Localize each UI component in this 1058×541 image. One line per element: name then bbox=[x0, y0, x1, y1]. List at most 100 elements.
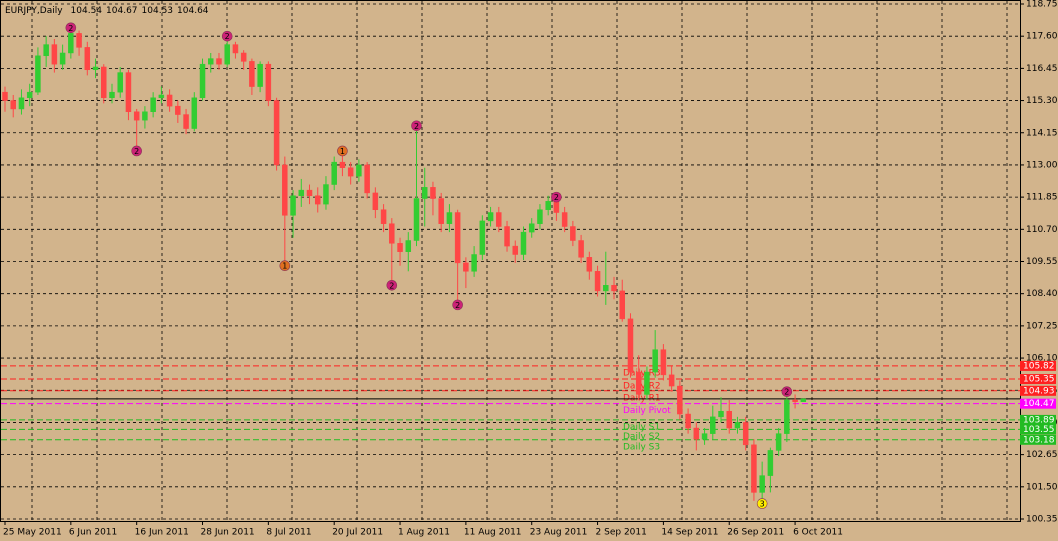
pivot-level-box bbox=[1020, 398, 1056, 409]
x-tick-label: 2 Sep 2011 bbox=[596, 528, 647, 538]
candle-body bbox=[726, 410, 732, 429]
last-low: 104.53 bbox=[142, 6, 174, 16]
candle-body bbox=[76, 33, 82, 48]
fractal-marker-label: 2 bbox=[414, 122, 419, 131]
x-tick-label: 8 Jul 2011 bbox=[266, 528, 311, 538]
fractal-marker bbox=[131, 145, 142, 157]
candle-body bbox=[792, 399, 798, 402]
candle-body bbox=[249, 61, 255, 87]
y-tick-label: 113.00 bbox=[1026, 160, 1058, 170]
last-high: 104.67 bbox=[106, 6, 138, 16]
candle-body bbox=[685, 413, 691, 429]
x-tick-label: 6 Oct 2011 bbox=[793, 528, 843, 538]
candle-body bbox=[479, 220, 486, 255]
x-tick-label: 28 Jun 2011 bbox=[201, 528, 255, 538]
candle-body bbox=[611, 285, 617, 292]
candle-body bbox=[117, 72, 123, 93]
pivot-level-name: Daily S1 bbox=[623, 422, 660, 432]
chart-header: EURJPY,Daily 104.54 104.67 104.53 104.64 bbox=[5, 6, 209, 16]
candle-body bbox=[109, 91, 115, 99]
pivot-level-value: 105.35 bbox=[1023, 375, 1055, 385]
fractal-marker-label: 2 bbox=[455, 301, 460, 310]
y-tick-label: 100.35 bbox=[1026, 515, 1058, 525]
x-tick-label: 11 Aug 2011 bbox=[464, 528, 522, 538]
candle-body bbox=[421, 187, 428, 199]
y-tick-label: 109.55 bbox=[1026, 257, 1058, 267]
fractal-marker-label: 2 bbox=[134, 147, 139, 156]
candle-body bbox=[372, 192, 379, 210]
fractal-marker bbox=[386, 279, 398, 291]
candle-body bbox=[603, 285, 609, 292]
candle-body bbox=[446, 212, 453, 224]
candle-body bbox=[652, 349, 658, 373]
candle-body bbox=[586, 257, 593, 272]
fractal-marker-label: 2 bbox=[554, 193, 559, 202]
candle-body bbox=[734, 422, 741, 429]
candle-body bbox=[413, 198, 420, 241]
pivot-level-name: Daily R3 bbox=[623, 368, 661, 378]
candle-body bbox=[191, 97, 198, 129]
candle-body bbox=[150, 97, 156, 113]
pivot-level-name: Daily S2 bbox=[623, 432, 660, 442]
pivot-level-box bbox=[1020, 414, 1056, 425]
candle-body bbox=[101, 66, 107, 99]
candle-body bbox=[454, 212, 461, 264]
candle-body bbox=[668, 374, 675, 387]
fractal-marker bbox=[756, 498, 768, 509]
fractal-marker bbox=[551, 191, 562, 203]
candle-body bbox=[183, 114, 189, 129]
candle-body bbox=[175, 105, 181, 115]
candle-body bbox=[380, 209, 387, 224]
candle-body bbox=[520, 231, 527, 255]
candle-body bbox=[18, 97, 25, 110]
candle-body bbox=[463, 262, 469, 272]
pivot-level-box bbox=[1020, 424, 1056, 435]
candle-body bbox=[528, 223, 535, 233]
pivot-level-name: Daily Pivot bbox=[623, 406, 671, 416]
candle-body bbox=[619, 290, 625, 320]
candle-body bbox=[775, 433, 782, 451]
candle-body bbox=[767, 450, 774, 476]
candle-body bbox=[356, 164, 362, 177]
y-tick-label: 101.50 bbox=[1026, 482, 1058, 492]
y-tick-label: 110.70 bbox=[1026, 225, 1058, 235]
candle-body bbox=[594, 271, 601, 292]
candle-body bbox=[751, 444, 757, 493]
candle-body bbox=[59, 52, 66, 65]
pivot-level-value: 104.47 bbox=[1023, 399, 1055, 409]
candle-body bbox=[323, 184, 329, 205]
fractal-marker bbox=[337, 145, 348, 157]
candle-body bbox=[257, 63, 263, 87]
candle-body bbox=[26, 91, 33, 99]
candle-body bbox=[314, 195, 321, 205]
fractal-marker-label: 1 bbox=[340, 147, 345, 156]
fractal-marker bbox=[781, 386, 793, 397]
symbol: EURJPY,Daily bbox=[5, 6, 63, 16]
x-tick-label: 1 Aug 2011 bbox=[398, 528, 450, 538]
candle-body bbox=[759, 475, 765, 493]
candle-body bbox=[389, 223, 395, 244]
pivot-level-value: 103.18 bbox=[1023, 435, 1055, 445]
candle-body bbox=[306, 189, 313, 196]
y-tick-label: 118.75 bbox=[1026, 0, 1058, 10]
fractal-marker-label: 1 bbox=[282, 262, 287, 271]
candle-body bbox=[68, 33, 74, 54]
candle-body bbox=[298, 189, 305, 196]
candle-body bbox=[35, 55, 41, 93]
fractal-marker bbox=[411, 120, 422, 132]
candle-body bbox=[627, 318, 634, 373]
candle-body bbox=[364, 164, 370, 194]
candle-body bbox=[537, 209, 543, 224]
candle-body bbox=[208, 58, 214, 65]
candle-body bbox=[158, 94, 165, 99]
candle-body bbox=[512, 245, 519, 255]
candle-body bbox=[142, 111, 148, 121]
fractal-marker-label: 3 bbox=[760, 500, 765, 509]
candle-body bbox=[545, 201, 551, 210]
plot-border bbox=[0, 0, 1021, 522]
x-tick-label: 23 Aug 2011 bbox=[530, 528, 588, 538]
candle-body bbox=[331, 161, 337, 185]
candle-body bbox=[553, 201, 560, 213]
candle-body bbox=[471, 254, 477, 272]
candle-body bbox=[84, 47, 91, 71]
